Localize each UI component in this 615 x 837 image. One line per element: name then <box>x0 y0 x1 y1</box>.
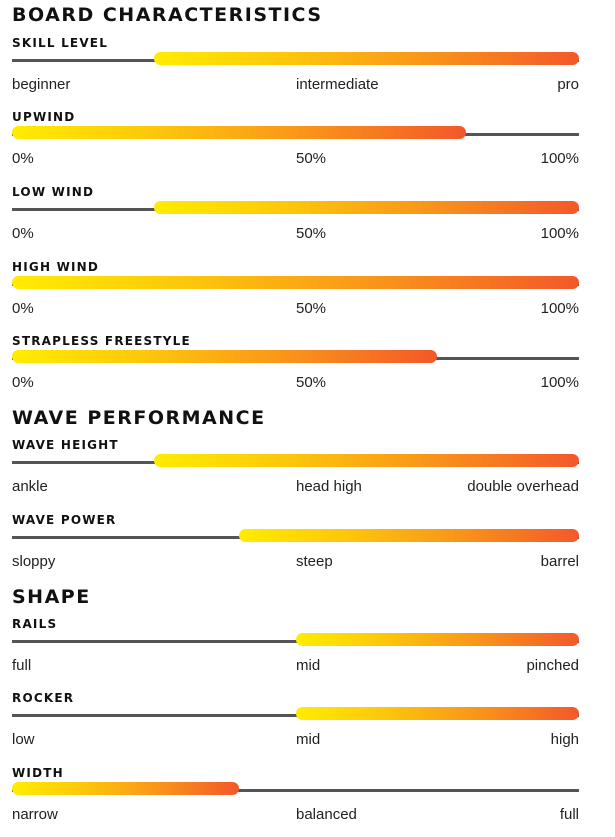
metric-label: UPWIND <box>12 110 76 124</box>
scale-label-right: high <box>550 731 579 748</box>
scale-label-mid: 50% <box>296 150 327 167</box>
metric-skill-level: SKILL LEVEL beginner intermediate pro <box>0 37 615 97</box>
metric-rocker: ROCKER low mid high <box>0 692 615 752</box>
scale-label-right: 100% <box>540 374 579 391</box>
scale-label-left: 0% <box>12 225 34 242</box>
section-title-wave-performance: WAVE PERFORMANCE <box>12 407 266 429</box>
section-title-board-characteristics: BOARD CHARACTERISTICS <box>12 4 323 26</box>
rating-fill <box>153 201 579 214</box>
rating-fill <box>12 350 438 363</box>
scale-label-left: ankle <box>12 478 48 495</box>
scale-label-left: 0% <box>12 300 34 317</box>
scale-label-mid: mid <box>296 731 321 748</box>
rating-track <box>12 789 579 792</box>
scale-label-right: 100% <box>540 150 579 167</box>
scale-label-right: full <box>559 806 579 823</box>
scale-label-right: double overhead <box>467 478 579 495</box>
metric-strapless-freestyle: STRAPLESS FREESTYLE 0% 50% 100% <box>0 335 615 395</box>
metric-label: WAVE HEIGHT <box>12 438 119 452</box>
scale-label-mid: steep <box>296 553 333 570</box>
rating-fill <box>12 276 579 289</box>
section-title-shape: SHAPE <box>12 586 91 608</box>
scale-label-mid: 50% <box>296 300 327 317</box>
metric-label: WAVE POWER <box>12 513 117 527</box>
scale-label-left: low <box>12 731 35 748</box>
metric-label: RAILS <box>12 617 58 631</box>
scale-label-right: barrel <box>540 553 579 570</box>
metric-label: STRAPLESS FREESTYLE <box>12 334 191 348</box>
scale-label-left: narrow <box>12 806 58 823</box>
scale-label-mid: mid <box>296 657 321 674</box>
metric-label: WIDTH <box>12 766 64 780</box>
scale-label-right: 100% <box>540 300 579 317</box>
scale-labels: low mid high <box>12 730 579 750</box>
metric-low-wind: LOW WIND 0% 50% 100% <box>0 186 615 246</box>
scale-labels: 0% 50% 100% <box>12 224 579 244</box>
rating-fill <box>295 707 579 720</box>
scale-labels: 0% 50% 100% <box>12 149 579 169</box>
rating-fill <box>295 633 579 646</box>
scale-label-right: 100% <box>540 225 579 242</box>
metric-label: SKILL LEVEL <box>12 36 109 50</box>
rating-fill <box>238 529 579 542</box>
metric-label: ROCKER <box>12 691 75 705</box>
metric-label: LOW WIND <box>12 185 95 199</box>
scale-label-left: 0% <box>12 374 34 391</box>
metric-rails: RAILS full mid pinched <box>0 618 615 678</box>
metric-wave-power: WAVE POWER sloppy steep barrel <box>0 514 615 574</box>
scale-label-right: pinched <box>526 657 579 674</box>
scale-label-mid: balanced <box>296 806 357 823</box>
scale-label-mid: 50% <box>296 374 327 391</box>
scale-label-left: 0% <box>12 150 34 167</box>
scale-labels: sloppy steep barrel <box>12 552 579 572</box>
scale-label-mid: intermediate <box>296 76 379 93</box>
scale-labels: full mid pinched <box>12 656 579 676</box>
rating-fill <box>153 454 579 467</box>
scale-label-left: beginner <box>12 76 71 93</box>
metric-width: WIDTH narrow balanced full <box>0 767 615 827</box>
rating-fill <box>153 52 579 65</box>
rating-fill <box>12 782 239 795</box>
scale-label-mid: 50% <box>296 225 327 242</box>
metric-high-wind: HIGH WIND 0% 50% 100% <box>0 261 615 321</box>
scale-labels: narrow balanced full <box>12 805 579 825</box>
rating-fill <box>12 126 466 139</box>
scale-labels: beginner intermediate pro <box>12 75 579 95</box>
metric-wave-height: WAVE HEIGHT ankle head high double overhead <box>0 439 615 499</box>
scale-label-left: sloppy <box>12 553 56 570</box>
scale-labels: 0% 50% 100% <box>12 373 579 393</box>
metric-label: HIGH WIND <box>12 260 100 274</box>
scale-labels: 0% 50% 100% <box>12 299 579 319</box>
scale-label-right: pro <box>557 76 579 93</box>
metric-upwind: UPWIND 0% 50% 100% <box>0 111 615 171</box>
scale-label-mid: head high <box>296 478 362 495</box>
scale-label-left: full <box>12 657 32 674</box>
scale-labels: ankle head high double overhead <box>12 477 579 497</box>
